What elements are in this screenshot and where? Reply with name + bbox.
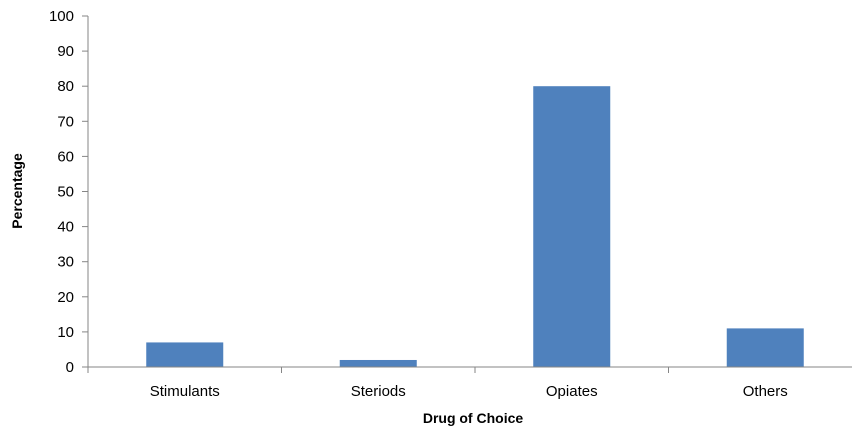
y-tick-labels: 0 10 20 30 40 50 60 70 80 90 100 bbox=[49, 8, 74, 376]
y-tick-label: 70 bbox=[57, 113, 74, 130]
x-axis-title: Drug of Choice bbox=[423, 410, 524, 426]
x-tick-label: Opiates bbox=[546, 383, 598, 400]
y-tick-label: 40 bbox=[57, 219, 74, 236]
y-axis-ticks bbox=[82, 15, 88, 368]
x-axis-ticks bbox=[87, 367, 669, 373]
y-tick-label: 0 bbox=[66, 359, 74, 376]
bars bbox=[146, 86, 804, 367]
bar-stimulants bbox=[146, 342, 224, 367]
bar-opiates bbox=[533, 86, 611, 367]
y-tick-label: 10 bbox=[57, 324, 74, 341]
bar-steriods bbox=[339, 359, 417, 367]
y-tick-label: 30 bbox=[57, 254, 74, 271]
y-tick-label: 90 bbox=[57, 43, 74, 60]
y-tick-label: 100 bbox=[49, 8, 74, 25]
y-axis-title: Percentage bbox=[9, 153, 25, 229]
x-tick-label: Stimulants bbox=[150, 383, 220, 400]
y-tick-label: 60 bbox=[57, 148, 74, 165]
y-tick-label: 20 bbox=[57, 289, 74, 306]
y-tick-label: 50 bbox=[57, 184, 74, 201]
x-tick-labels: Stimulants Steriods Opiates Others bbox=[150, 383, 788, 400]
x-tick-label: Steriods bbox=[351, 383, 406, 400]
y-tick-label: 80 bbox=[57, 78, 74, 95]
bar-others bbox=[726, 328, 804, 367]
x-tick-label: Others bbox=[743, 383, 788, 400]
